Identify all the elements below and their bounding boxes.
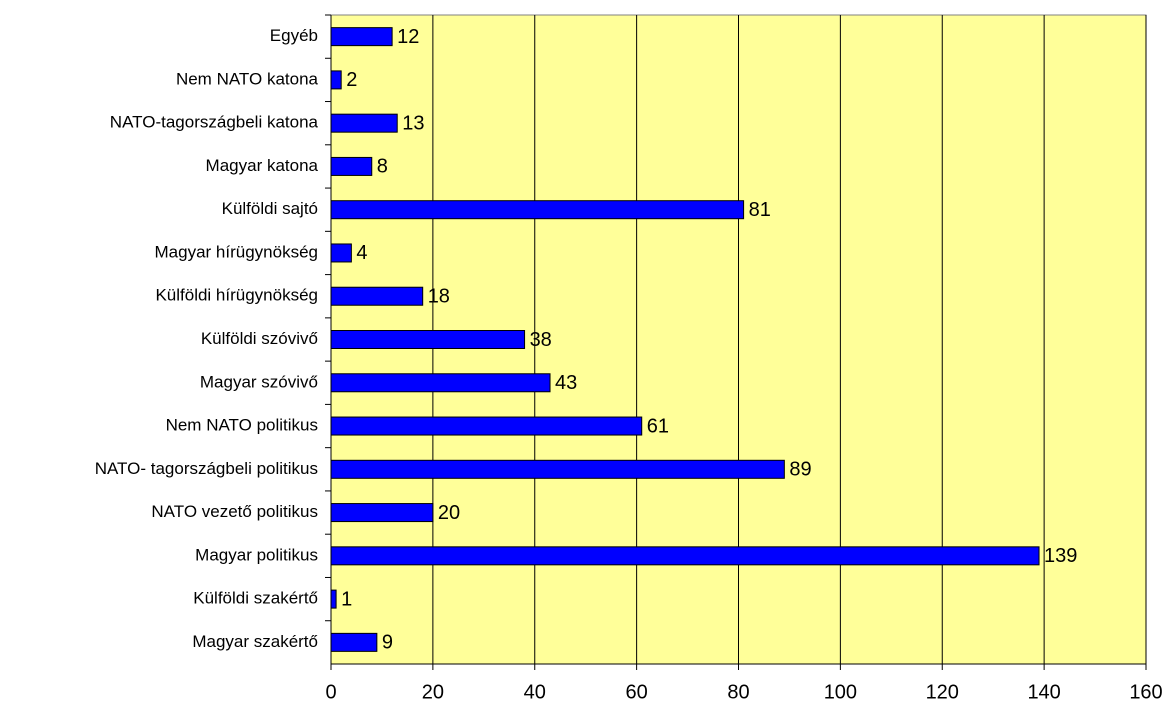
y-tick-label: Magyar katona: [206, 156, 319, 175]
y-tick-label: Külföldi sajtó: [222, 199, 318, 218]
bar: [330, 27, 393, 47]
y-tick-label: Nem NATO katona: [176, 69, 319, 88]
bar: [330, 589, 337, 609]
x-tick-label: 120: [926, 681, 959, 703]
bar: [330, 546, 1040, 566]
data-label: 8: [377, 156, 388, 178]
x-tick-label: 140: [1027, 681, 1060, 703]
y-tick-label: NATO vezető politikus: [151, 502, 318, 521]
bar: [330, 70, 342, 90]
bar: [330, 330, 526, 349]
data-label: 2: [346, 69, 357, 91]
data-label: 9: [382, 632, 393, 654]
data-label: 18: [428, 286, 450, 308]
x-tick-label: 160: [1129, 681, 1162, 703]
data-label: 139: [1044, 545, 1077, 567]
bar: [330, 200, 745, 220]
y-tick-label: NATO-tagországbeli katona: [110, 113, 319, 132]
y-tick-label: Nem NATO politikus: [166, 416, 318, 435]
bar: [330, 632, 378, 652]
x-tick-label: 0: [325, 681, 336, 703]
bar: [330, 503, 434, 523]
bar: [330, 113, 398, 133]
data-label: 12: [397, 26, 419, 48]
bar: [330, 459, 785, 479]
y-tick-label: Külföldi szakértő: [193, 589, 318, 608]
data-label: 4: [356, 242, 367, 264]
x-tick-label: 20: [422, 681, 444, 703]
data-label: 1: [341, 588, 352, 610]
y-tick-label: Egyéb: [270, 26, 318, 45]
data-label: 13: [402, 112, 424, 134]
y-tick-label: Magyar szóvivő: [200, 372, 318, 391]
y-tick-label: Külföldi hírügynökség: [155, 286, 318, 305]
bar: [330, 416, 643, 436]
bar: [330, 243, 352, 263]
bar: [330, 156, 373, 176]
data-label: 81: [749, 199, 771, 221]
data-label: 89: [789, 459, 811, 481]
bar: [330, 373, 551, 393]
bar: [330, 286, 424, 306]
x-tick-label: 40: [524, 681, 546, 703]
x-tick-label: 60: [626, 681, 648, 703]
y-tick-label: Magyar politikus: [195, 545, 318, 564]
x-tick-label: 80: [727, 681, 749, 703]
data-label: 61: [647, 415, 669, 437]
y-tick-label: NATO- tagországbeli politikus: [95, 459, 318, 478]
y-tick-label: Külföldi szóvivő: [201, 329, 318, 348]
x-tick-label: 100: [824, 681, 857, 703]
y-tick-label: Magyar szakértő: [192, 632, 318, 651]
data-label: 38: [530, 329, 552, 351]
data-label: 43: [555, 372, 577, 394]
y-tick-label: Magyar hírügynökség: [155, 242, 318, 261]
data-label: 20: [438, 502, 460, 524]
